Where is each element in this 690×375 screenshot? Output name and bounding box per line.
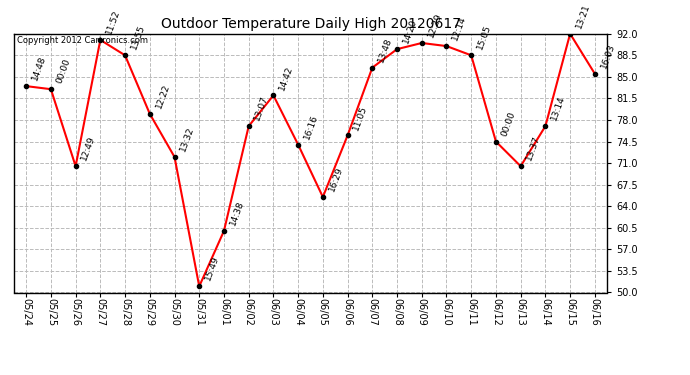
Text: 14:20: 14:20 [401,18,418,45]
Text: 14:38: 14:38 [228,200,246,227]
Text: 11:05: 11:05 [352,104,369,131]
Text: 16:16: 16:16 [302,113,319,141]
Text: 11:52: 11:52 [104,9,121,36]
Text: 16:29: 16:29 [327,166,344,193]
Text: 13:21: 13:21 [574,2,591,30]
Text: 15:49: 15:49 [204,255,221,282]
Text: 12:29: 12:29 [426,12,443,39]
Text: 15:05: 15:05 [475,24,493,51]
Text: 12:49: 12:49 [80,135,97,162]
Title: Outdoor Temperature Daily High 20120617: Outdoor Temperature Daily High 20120617 [161,17,460,31]
Text: 00:00: 00:00 [500,110,518,137]
Text: 12:22: 12:22 [154,82,171,110]
Text: 13:48: 13:48 [377,36,394,63]
Text: 14:42: 14:42 [277,64,295,91]
Text: 14:48: 14:48 [30,55,48,82]
Text: 16:03: 16:03 [599,42,616,70]
Text: 13:14: 13:14 [549,95,566,122]
Text: 12:14: 12:14 [451,15,468,42]
Text: 13:07: 13:07 [253,94,270,122]
Text: 13:37: 13:37 [525,135,542,162]
Text: 00:00: 00:00 [55,58,72,85]
Text: 13:55: 13:55 [129,24,146,51]
Text: 13:32: 13:32 [179,126,196,153]
Text: Copyright 2012 Cartronics.com: Copyright 2012 Cartronics.com [17,36,148,45]
